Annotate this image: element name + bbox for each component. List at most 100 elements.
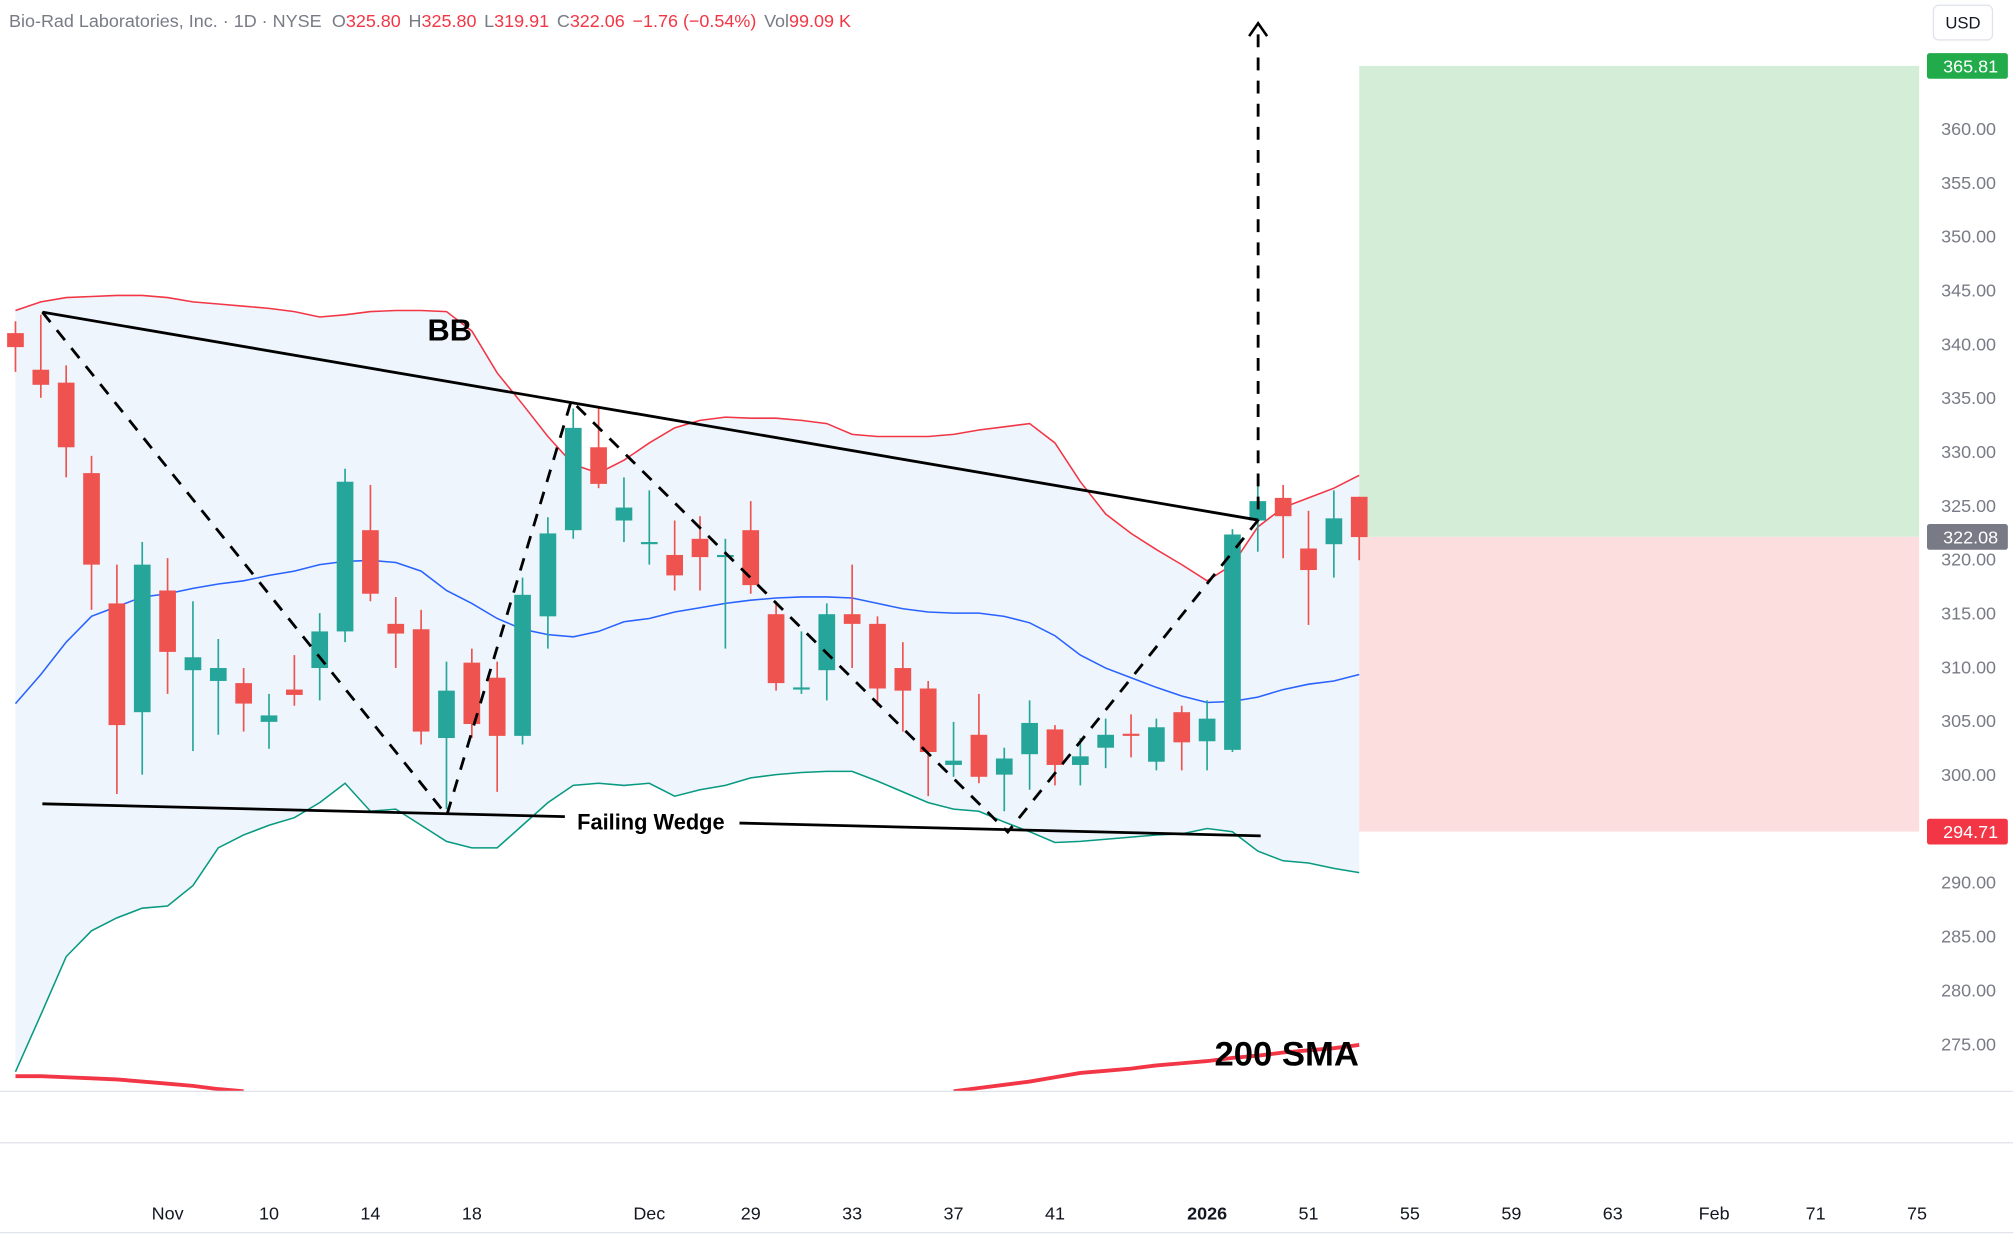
y-tick-label: 355.00 — [1941, 173, 1996, 193]
x-tick-label: 18 — [462, 1204, 482, 1224]
candle-body — [640, 542, 658, 545]
zigzag-path — [41, 25, 1260, 835]
candle-body — [133, 564, 151, 713]
candle-body — [1224, 534, 1241, 750]
y-tick-label: 330.00 — [1941, 442, 1996, 462]
wedge-upper-line — [42, 310, 1259, 522]
candle-body — [919, 688, 937, 753]
candle-body — [488, 677, 506, 736]
candle-body — [818, 614, 836, 671]
ohlc-value: 319.91 — [494, 11, 549, 31]
x-tick-label: 2026 — [1187, 1204, 1227, 1224]
x-tick-label: Nov — [152, 1204, 184, 1224]
y-tick-label: 285.00 — [1941, 927, 1996, 947]
x-tick-label: 29 — [741, 1204, 761, 1224]
candle-body — [1198, 718, 1216, 742]
candle-body — [1148, 727, 1165, 762]
arrow-head — [1248, 21, 1269, 37]
price-tag — [1926, 818, 2008, 845]
candle-body — [438, 690, 455, 739]
candle-body — [362, 530, 379, 594]
candle-body — [311, 631, 329, 669]
candle-body — [7, 333, 24, 348]
drawings: BB Failing Wedge 200 SMA — [41, 21, 1359, 1074]
candle-body — [615, 507, 633, 521]
candle-body — [869, 623, 886, 689]
y-tick-label: 350.00 — [1941, 227, 1996, 247]
y-tick-label: 335.00 — [1941, 388, 1996, 408]
y-tick-label: 305.00 — [1941, 711, 1996, 731]
ohlc-label: H — [409, 11, 422, 31]
candle-body — [1274, 497, 1292, 517]
symbol: Bio-Rad Laboratories, Inc. · 1D · NYSE — [9, 11, 322, 31]
y-tick-label: 360.00 — [1941, 119, 1996, 139]
y-tick-label: 315.00 — [1941, 604, 1996, 624]
candle-body — [691, 538, 709, 558]
price-tag-label: 322.08 — [1943, 527, 1998, 547]
sma-200 — [15, 1043, 1360, 1092]
candle-body — [1021, 722, 1038, 755]
x-tick-label: 63 — [1603, 1204, 1623, 1224]
candle-body — [742, 530, 760, 586]
bb-fill — [15, 295, 1360, 1072]
candle-body — [564, 427, 582, 531]
candle-body — [1097, 734, 1115, 748]
candle-body — [666, 554, 684, 576]
candle-body — [184, 657, 202, 671]
ohlc-value: 325.80 — [421, 11, 476, 31]
candle-body — [514, 594, 531, 736]
candle-body — [235, 683, 252, 704]
y-tick-label: 320.00 — [1941, 550, 1996, 570]
profit-zone — [1359, 65, 1920, 537]
price-tag-label: 365.81 — [1943, 56, 1998, 76]
ohlc-value: 325.80 — [346, 11, 401, 31]
ohlc-label: C — [557, 11, 570, 31]
wedge-lower-line — [42, 802, 565, 819]
price-tag — [1926, 524, 2008, 550]
y-tick-label: 345.00 — [1941, 280, 1996, 300]
candle-body — [83, 473, 100, 565]
x-tick-label: 71 — [1806, 1204, 1826, 1224]
candles — [7, 314, 1368, 812]
y-tick-label: 300.00 — [1941, 765, 1996, 785]
candle-body — [1300, 548, 1317, 571]
candle-body — [57, 382, 75, 448]
bb-upper — [15, 294, 1360, 582]
candle-body — [1325, 518, 1343, 545]
candle-body — [970, 734, 988, 777]
currency[interactable]: USD — [1945, 13, 1980, 32]
y-tick-label: 275.00 — [1941, 1034, 1996, 1054]
candle-body — [336, 481, 354, 632]
candle-body — [32, 369, 50, 385]
vol-value: 99.09 K — [789, 11, 851, 31]
candle-body — [209, 668, 227, 681]
candle-body — [1122, 733, 1140, 736]
candle-body — [1173, 712, 1191, 743]
x-tick-label: 33 — [842, 1204, 862, 1224]
bb-basis — [14, 559, 1360, 705]
candle-body — [843, 614, 861, 624]
ohlc-value: 322.06 — [570, 11, 625, 31]
x-tick-label: 51 — [1299, 1204, 1319, 1224]
candle-body — [717, 554, 734, 558]
loss-zone — [1359, 536, 1920, 832]
candle-body — [1350, 496, 1368, 538]
vol-label: Vol — [764, 11, 789, 31]
x-tick-label: Feb — [1699, 1204, 1730, 1224]
price-tag-label: 294.71 — [1943, 822, 1998, 842]
candle-body — [387, 623, 405, 634]
y-tick-label: 310.00 — [1941, 657, 1996, 677]
candle-body — [539, 533, 557, 617]
candle-body — [463, 662, 481, 725]
x-tick-label: 14 — [360, 1204, 380, 1224]
candle-body — [260, 715, 278, 722]
candle-body — [767, 614, 785, 684]
candle-body — [590, 447, 607, 484]
currency-button[interactable] — [1932, 4, 1994, 41]
x-tick-label: 75 — [1907, 1204, 1927, 1224]
candle-body — [108, 603, 126, 726]
candle-body — [1071, 756, 1089, 765]
wedge-label: Failing Wedge — [577, 809, 724, 834]
